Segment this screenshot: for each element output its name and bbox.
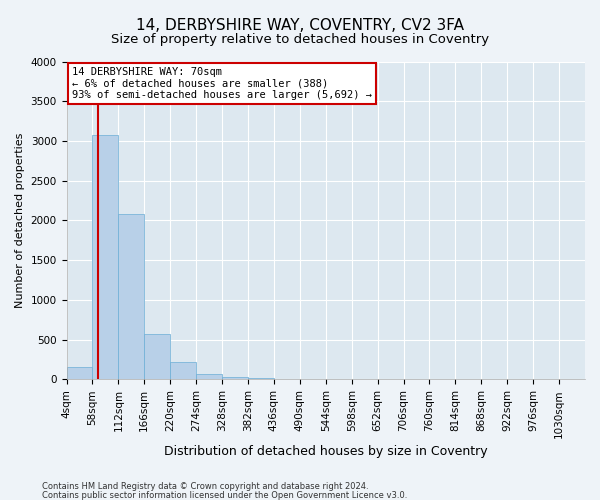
- Text: 14 DERBYSHIRE WAY: 70sqm
← 6% of detached houses are smaller (388)
93% of semi-d: 14 DERBYSHIRE WAY: 70sqm ← 6% of detache…: [72, 67, 372, 100]
- Bar: [222, 377, 248, 380]
- Text: Contains HM Land Registry data © Crown copyright and database right 2024.: Contains HM Land Registry data © Crown c…: [42, 482, 368, 491]
- X-axis label: Distribution of detached houses by size in Coventry: Distribution of detached houses by size …: [164, 444, 488, 458]
- Text: Size of property relative to detached houses in Coventry: Size of property relative to detached ho…: [111, 32, 489, 46]
- Text: Contains public sector information licensed under the Open Government Licence v3: Contains public sector information licen…: [42, 490, 407, 500]
- Bar: [92, 134, 118, 380]
- Bar: [144, 334, 170, 380]
- Bar: [67, 368, 92, 380]
- Y-axis label: Number of detached properties: Number of detached properties: [15, 132, 25, 308]
- Text: 14, DERBYSHIRE WAY, COVENTRY, CV2 3FA: 14, DERBYSHIRE WAY, COVENTRY, CV2 3FA: [136, 18, 464, 32]
- Bar: [248, 378, 274, 380]
- Bar: [170, 362, 196, 380]
- Bar: [196, 374, 222, 380]
- Bar: [118, 214, 144, 380]
